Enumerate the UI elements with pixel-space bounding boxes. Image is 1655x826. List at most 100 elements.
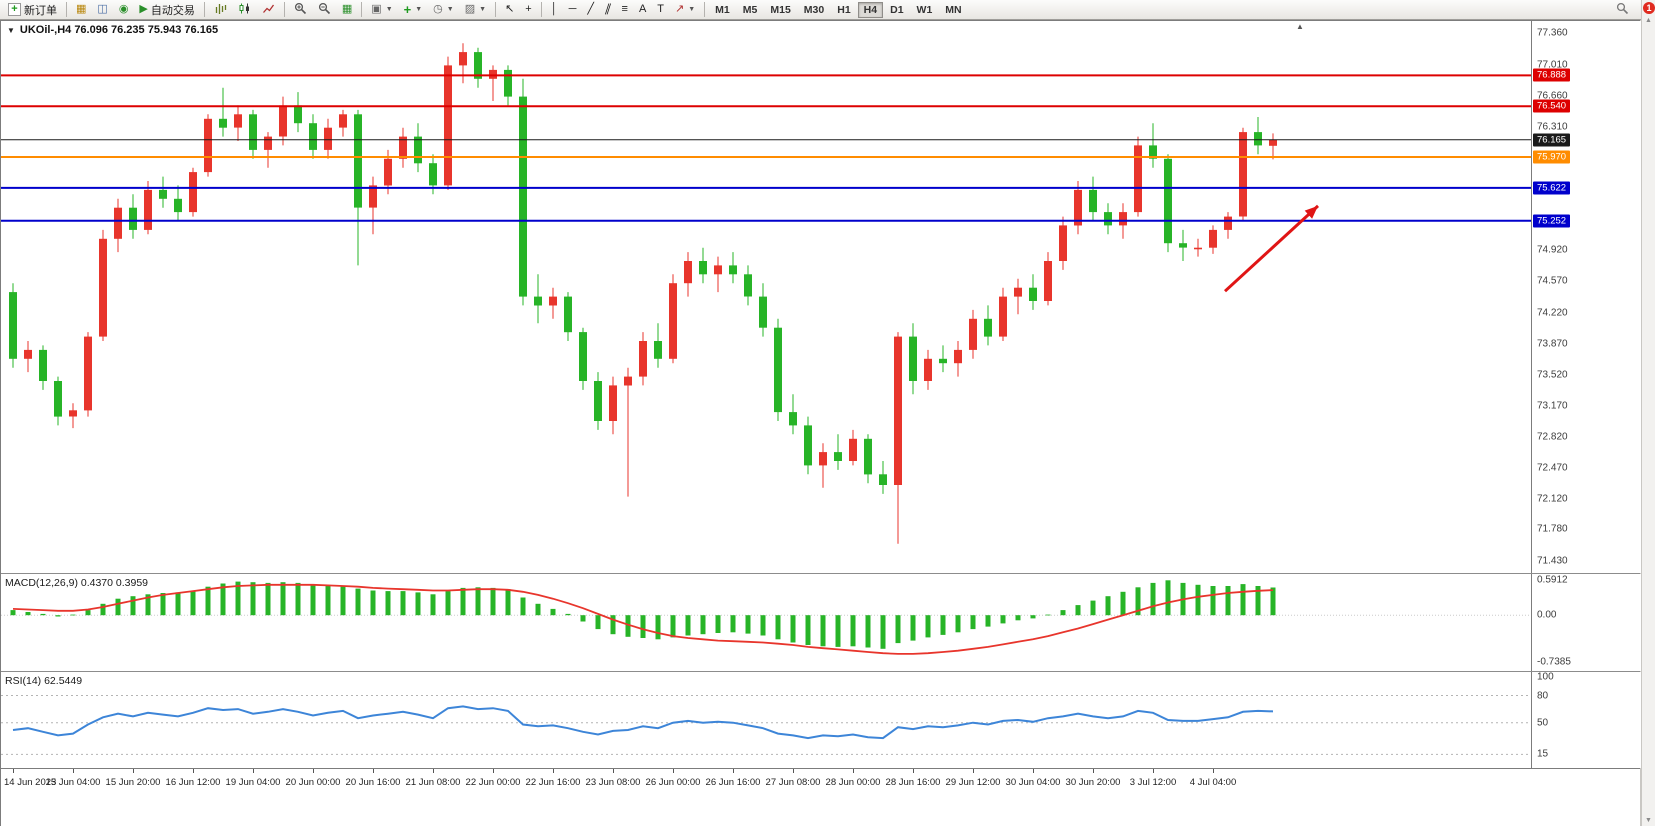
indicators-button[interactable]: + ▼ <box>399 1 428 18</box>
time-tick <box>373 769 374 773</box>
chevron-down-icon: ▼ <box>415 6 423 13</box>
channel-icon: ∥ <box>603 3 613 15</box>
line-chart-button[interactable] <box>257 1 280 18</box>
text-button[interactable]: A <box>634 1 651 18</box>
arrows-button[interactable]: ↗ ▼ <box>670 1 700 18</box>
fibonacci-button[interactable]: ≡ <box>617 1 633 18</box>
bar-chart-button[interactable] <box>209 1 232 18</box>
time-label: 3 Jul 12:00 <box>1129 777 1177 788</box>
label-icon: T <box>657 3 665 15</box>
rsi-panel[interactable]: RSI(14) 62.5449 100 80 50 15 <box>1 671 1642 768</box>
timeframe-w1-button[interactable]: W1 <box>916 3 933 16</box>
toolbar-separator <box>361 2 363 17</box>
hline-price-badge: 76.888 <box>1533 68 1571 82</box>
notification-badge[interactable]: 1 <box>1643 2 1655 14</box>
scroll-down-icon[interactable]: ▼ <box>1645 817 1652 824</box>
channel-button[interactable]: ∥ <box>600 1 616 18</box>
chart-shift-marker[interactable]: ▲ <box>1296 22 1304 31</box>
scroll-up-icon[interactable]: ▲ <box>1645 17 1652 24</box>
price-tick: 76.660 <box>1537 90 1568 102</box>
scrollbar-strip[interactable]: 1 ▲ ▼ <box>1641 0 1655 826</box>
periods-button[interactable]: ◷ ▼ <box>428 1 459 18</box>
zoom-out-button[interactable] <box>313 1 336 18</box>
rsi-axis[interactable]: 100 80 50 15 <box>1531 672 1642 768</box>
data-window-button[interactable]: ◫ <box>92 1 112 18</box>
crosshair-button[interactable]: + <box>520 1 536 18</box>
cursor-icon: ↖ <box>505 3 515 15</box>
timeframe-m5-button[interactable]: M5 <box>742 3 758 16</box>
hline-price-badge: 75.970 <box>1533 150 1571 164</box>
vertical-line-button[interactable]: │ <box>546 1 563 18</box>
new-order-icon: + <box>8 3 21 16</box>
toolbar-separator <box>283 2 285 17</box>
chevron-down-icon: ▼ <box>479 6 487 13</box>
text-icon: A <box>638 3 647 15</box>
bar-chart-icon <box>214 2 227 18</box>
price-tick: 76.310 <box>1537 121 1568 133</box>
time-tick <box>613 769 614 773</box>
time-tick <box>133 769 134 773</box>
macd-axis[interactable]: 0.5912 0.00 -0.7385 <box>1531 574 1642 671</box>
time-tick <box>793 769 794 773</box>
macd-panel[interactable]: MACD(12,26,9) 0.4370 0.3959 0.5912 0.00 -0… <box>1 573 1642 671</box>
macd-plot[interactable] <box>1 574 1531 671</box>
hline-price-badge: 75.252 <box>1533 214 1571 228</box>
trendline-icon: ╱ <box>587 3 595 15</box>
time-tick <box>1213 769 1214 773</box>
toolbar-separator <box>495 2 497 17</box>
indicator-tick: 0.5912 <box>1537 574 1568 586</box>
toolbar-separator <box>203 2 205 17</box>
price-axis[interactable]: 77.360 77.010 76.660 76.310 74.920 74.570 74.2… <box>1531 21 1642 573</box>
arrow-icon: ↗ <box>675 3 685 15</box>
indicator-tick: -0.7385 <box>1537 656 1571 668</box>
time-label: 4 Jul 04:00 <box>1189 777 1237 788</box>
time-label: 29 Jun 12:00 <box>945 777 1001 788</box>
fibonacci-icon: ≡ <box>621 3 628 15</box>
time-tick <box>433 769 434 773</box>
time-tick <box>973 769 974 773</box>
terminal-button[interactable]: ◉ <box>114 1 134 18</box>
timeframe-m15-button[interactable]: M15 <box>770 3 791 16</box>
timeframe-m1-button[interactable]: M1 <box>715 3 730 16</box>
time-label: 28 Jun 16:00 <box>885 777 941 788</box>
cursor-button[interactable]: ↖ <box>500 1 519 18</box>
new-order-label: 新订单 <box>24 4 57 17</box>
time-axis[interactable]: 14 Jun 2023 15 Jun 04:00 15 Jun 20:00 16 Ju… <box>1 768 1640 794</box>
data-window-icon: ◫ <box>97 3 108 15</box>
timeframe-h1-button[interactable]: H1 <box>837 3 851 16</box>
tile-windows-button[interactable]: ▦ <box>337 1 357 18</box>
candlestick-plot[interactable] <box>1 21 1531 573</box>
timeframe-m30-button[interactable]: M30 <box>803 3 825 16</box>
timeframe-mn-button[interactable]: MN <box>945 3 962 16</box>
time-label: 22 Jun 16:00 <box>525 777 581 788</box>
zoom-in-icon <box>294 2 307 18</box>
main-chart-panel[interactable]: ▼ UKOil-,H4 76.096 76.235 75.943 76.165 … <box>1 20 1642 573</box>
main-toolbar: + 新订单 ▦ ◫ ◉ ▶ 自动交易 ▦ ▣ ▼ + ▼ ◷ ▼ ▨ ▼ ↖ + │ ─… <box>0 0 1641 20</box>
market-watch-button[interactable]: ▦ <box>71 1 91 18</box>
new-chart-button[interactable]: ▣ ▼ <box>366 1 397 18</box>
auto-trading-button[interactable]: ▶ 自动交易 <box>134 1 199 18</box>
time-label: 27 Jun 08:00 <box>765 777 821 788</box>
label-button[interactable]: T <box>652 1 669 18</box>
rsi-plot[interactable] <box>1 672 1531 768</box>
macd-label: MACD(12,26,9) 0.4370 0.3959 <box>5 577 149 589</box>
timeframe-d1-button[interactable]: D1 <box>890 3 904 16</box>
trendline-button[interactable]: ╱ <box>582 1 599 18</box>
hline-price-badge: 75.622 <box>1533 181 1571 195</box>
timeframe-h4-button[interactable]: H4 <box>857 1 884 18</box>
time-label: 20 Jun 16:00 <box>345 777 401 788</box>
time-tick <box>733 769 734 773</box>
crosshair-icon: + <box>525 3 532 15</box>
horizontal-line-button[interactable]: ─ <box>564 1 582 18</box>
chart-window: ▼ UKOil-,H4 76.096 76.235 75.943 76.165 … <box>0 20 1642 826</box>
price-tick: 74.920 <box>1537 244 1568 256</box>
search-button[interactable] <box>1611 1 1634 18</box>
time-label: 16 Jun 12:00 <box>165 777 221 788</box>
auto-trading-icon: ▶ <box>139 3 148 15</box>
candlestick-chart-button[interactable] <box>233 1 256 18</box>
zoom-in-button[interactable] <box>289 1 312 18</box>
new-order-button[interactable]: + 新订单 <box>3 1 62 18</box>
toolbar-separator <box>66 2 67 17</box>
templates-button[interactable]: ▨ ▼ <box>460 1 491 18</box>
time-label: 15 Jun 20:00 <box>105 777 161 788</box>
